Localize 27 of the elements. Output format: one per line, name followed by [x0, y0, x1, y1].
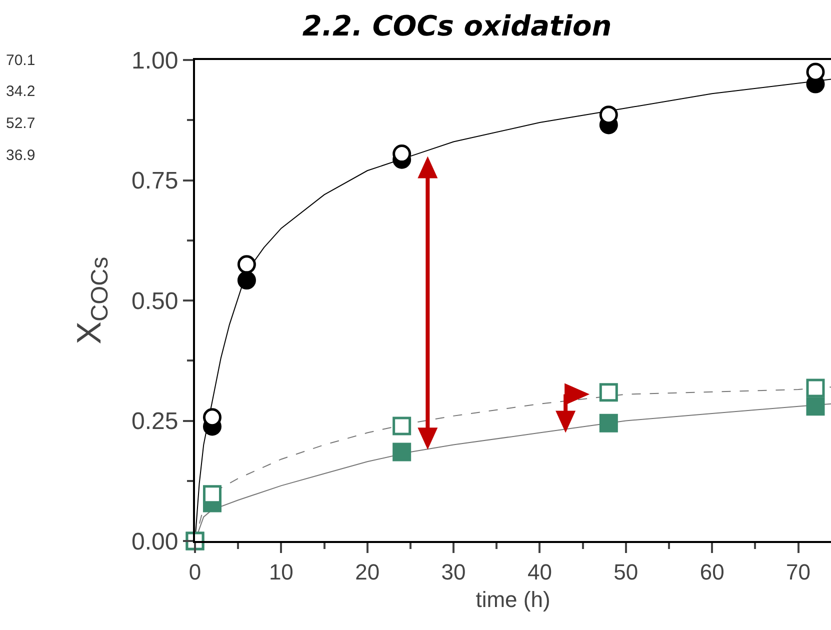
point [599, 414, 618, 432]
y-tick-label: 0.25 [131, 408, 178, 436]
x-tick-label: 10 [268, 559, 294, 584]
x-tick-label: 70 [786, 559, 810, 584]
y-tick-label: 1.00 [131, 47, 178, 74]
x-tick-label: 30 [441, 559, 466, 584]
point [806, 397, 825, 416]
point [392, 442, 412, 462]
point [237, 271, 256, 290]
point [392, 416, 412, 436]
y-tick-label: 0.75 [131, 168, 178, 195]
x-tick-label: 50 [614, 559, 638, 584]
text: 34.2 [6, 83, 36, 100]
x-tick-label: 40 [527, 559, 552, 584]
point [806, 378, 825, 398]
x-axis-title: time (h) [476, 586, 550, 612]
x-tick-label: 60 [700, 559, 724, 584]
point [237, 255, 256, 274]
chart-title: 2.2. COCs oxidation [302, 9, 612, 42]
text: 36.9 [6, 147, 36, 164]
text: 70.1 [6, 52, 36, 69]
y-tick-label: 0.50 [131, 288, 178, 315]
y-tick-label: 0.00 [131, 528, 178, 556]
x-tick-label: 20 [355, 559, 380, 584]
point [599, 383, 618, 402]
text: 52.7 [6, 115, 36, 132]
x-tick-label: 0 [188, 559, 202, 584]
